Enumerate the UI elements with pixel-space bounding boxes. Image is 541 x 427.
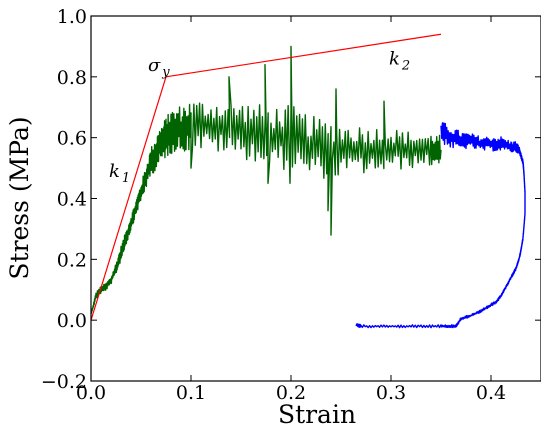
y-tick-label: 0.0	[57, 310, 87, 332]
x-axis-title: Strain	[278, 400, 356, 427]
x-tick-label: 0.2	[276, 382, 306, 404]
y-tick-label: 0.2	[57, 249, 87, 271]
x-tick-label: 0.0	[76, 382, 106, 404]
x-tick-label: 0.3	[376, 382, 406, 404]
axes-layer: 0.0 0.1 0.2 0.3 0.4−0.20.00.20.40.60.81.0	[41, 6, 541, 404]
series-loading-line	[90, 45, 442, 315]
series-layer	[90, 33, 526, 329]
y-tick-label: 0.8	[57, 67, 87, 89]
y-tick-label: −0.2	[41, 371, 87, 393]
series-unloading-line	[355, 122, 526, 329]
y-tick-label: 0.4	[57, 189, 87, 211]
annotation-layer: k 1 σ y k 2	[109, 49, 410, 187]
x-tick-label: 0.4	[476, 382, 506, 404]
series-fit-line	[90, 33, 442, 321]
y-axis-title: Stress (MPa)	[5, 116, 34, 279]
x-tick-label: 0.1	[176, 382, 206, 404]
y-tick-label: 1.0	[57, 6, 87, 28]
y-tick-label: 0.6	[57, 128, 87, 150]
